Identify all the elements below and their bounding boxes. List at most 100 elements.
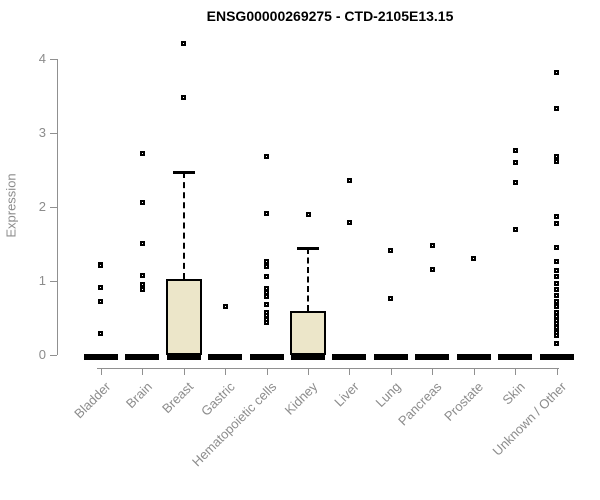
data-point bbox=[264, 210, 270, 216]
x-tick-label: Unknown / Other bbox=[489, 379, 570, 459]
data-point bbox=[388, 295, 394, 301]
data-point bbox=[554, 70, 560, 76]
data-point bbox=[471, 255, 477, 261]
box bbox=[290, 311, 326, 355]
data-point bbox=[554, 280, 560, 286]
data-point bbox=[264, 319, 270, 325]
data-point bbox=[346, 220, 352, 226]
y-tick bbox=[50, 133, 57, 135]
data-point bbox=[554, 340, 560, 346]
data-point bbox=[429, 243, 435, 249]
x-tick bbox=[100, 368, 102, 375]
data-point bbox=[554, 309, 560, 315]
data-point bbox=[346, 178, 352, 184]
x-tick bbox=[473, 368, 475, 375]
data-point bbox=[512, 147, 518, 153]
data-point bbox=[139, 151, 145, 157]
median-bar bbox=[373, 354, 408, 360]
data-point bbox=[98, 284, 104, 290]
data-point bbox=[139, 240, 145, 246]
x-tick bbox=[432, 368, 434, 375]
data-point bbox=[181, 95, 187, 101]
data-point bbox=[554, 274, 560, 280]
y-tick-label: 2 bbox=[38, 199, 46, 215]
x-tick bbox=[556, 368, 558, 375]
data-point bbox=[554, 259, 560, 265]
y-tick-label: 4 bbox=[38, 51, 46, 67]
whisker-cap bbox=[297, 246, 319, 250]
median-bar bbox=[539, 354, 574, 360]
x-tick bbox=[183, 368, 185, 375]
x-tick-label: Lung bbox=[372, 379, 404, 411]
data-point bbox=[554, 267, 560, 273]
y-tick-label: 0 bbox=[38, 347, 46, 362]
data-point bbox=[554, 325, 560, 331]
x-tick bbox=[142, 368, 144, 375]
median-bar bbox=[456, 354, 491, 360]
x-tick-label: Brain bbox=[122, 379, 155, 412]
x-tick bbox=[308, 368, 309, 375]
median-bar bbox=[332, 354, 367, 360]
whisker-cap bbox=[172, 170, 195, 174]
data-point bbox=[512, 226, 518, 232]
median-bar bbox=[166, 354, 201, 360]
x-tick-label: Liver bbox=[331, 379, 363, 410]
data-point bbox=[264, 274, 270, 280]
data-point bbox=[554, 245, 560, 251]
x-tick bbox=[349, 368, 351, 375]
data-point bbox=[388, 247, 394, 253]
whisker bbox=[182, 171, 185, 279]
x-tick bbox=[390, 368, 392, 375]
x-tick bbox=[266, 368, 268, 375]
data-point bbox=[98, 298, 104, 304]
x-tick-label: Gastric bbox=[197, 379, 238, 419]
median-bar bbox=[83, 354, 118, 360]
y-axis-label: Expression bbox=[3, 173, 19, 238]
x-tick bbox=[515, 368, 517, 375]
data-point bbox=[264, 294, 270, 300]
data-point bbox=[305, 212, 311, 218]
data-point bbox=[512, 160, 518, 166]
data-point bbox=[429, 266, 435, 272]
box bbox=[165, 278, 202, 355]
y-tick bbox=[50, 355, 57, 356]
x-tick-label: Breast bbox=[159, 379, 197, 417]
data-point bbox=[554, 287, 560, 293]
data-point bbox=[554, 106, 560, 112]
data-point bbox=[264, 263, 270, 269]
data-point bbox=[181, 41, 187, 47]
data-point bbox=[554, 220, 560, 226]
data-point bbox=[98, 263, 104, 269]
x-axis-line bbox=[97, 368, 559, 369]
data-point bbox=[554, 158, 560, 164]
data-point bbox=[264, 153, 270, 159]
x-tick-label: Bladder bbox=[71, 379, 114, 422]
median-bar bbox=[498, 354, 533, 360]
y-axis-line bbox=[57, 59, 58, 355]
whisker bbox=[307, 247, 309, 312]
median-bar bbox=[125, 354, 160, 360]
x-tick bbox=[225, 368, 227, 375]
y-tick bbox=[50, 207, 57, 209]
median-bar bbox=[291, 354, 325, 360]
data-point bbox=[139, 287, 145, 293]
chart-title: ENSG00000269275 - CTD-2105E13.15 bbox=[206, 8, 454, 24]
data-point bbox=[139, 273, 145, 279]
x-tick-label: Skin bbox=[499, 379, 528, 408]
data-point bbox=[264, 259, 270, 265]
y-tick-label: 3 bbox=[38, 125, 46, 141]
data-point bbox=[264, 289, 270, 295]
median-bar bbox=[415, 354, 450, 360]
data-point bbox=[98, 331, 104, 337]
median-bar bbox=[249, 354, 284, 360]
data-point bbox=[554, 299, 560, 305]
data-point bbox=[554, 214, 560, 220]
data-point bbox=[139, 200, 145, 206]
data-point bbox=[512, 179, 518, 185]
data-point bbox=[222, 303, 228, 309]
y-tick-label: 1 bbox=[38, 273, 46, 289]
data-point bbox=[554, 333, 560, 339]
x-tick-label: Pancreas bbox=[395, 379, 445, 429]
x-tick-label: Kidney bbox=[281, 379, 321, 418]
